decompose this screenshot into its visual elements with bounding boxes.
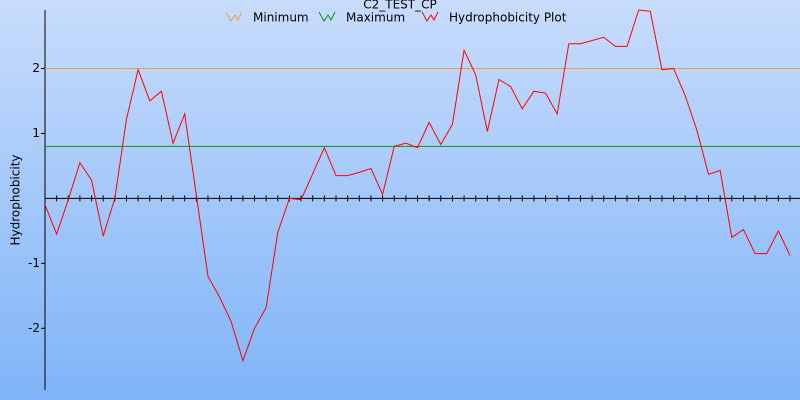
legend-label: Hydrophobicity Plot (449, 11, 567, 25)
legend-label: Maximum (346, 11, 405, 25)
y-axis-label: Hydrophobicity (9, 154, 23, 245)
y-tick-label: 1 (32, 126, 40, 140)
y-tick-label: 2 (32, 61, 40, 75)
chart-title: C2_TEST_CP (363, 0, 437, 12)
data-line (44, 9, 791, 363)
legend-label: Minimum (253, 11, 309, 25)
legend-icon (225, 11, 243, 22)
y-tick-label: -1 (28, 256, 40, 270)
legend-icon (421, 11, 439, 22)
y-tick-label: -2 (28, 321, 40, 335)
legend-icon (318, 11, 336, 22)
